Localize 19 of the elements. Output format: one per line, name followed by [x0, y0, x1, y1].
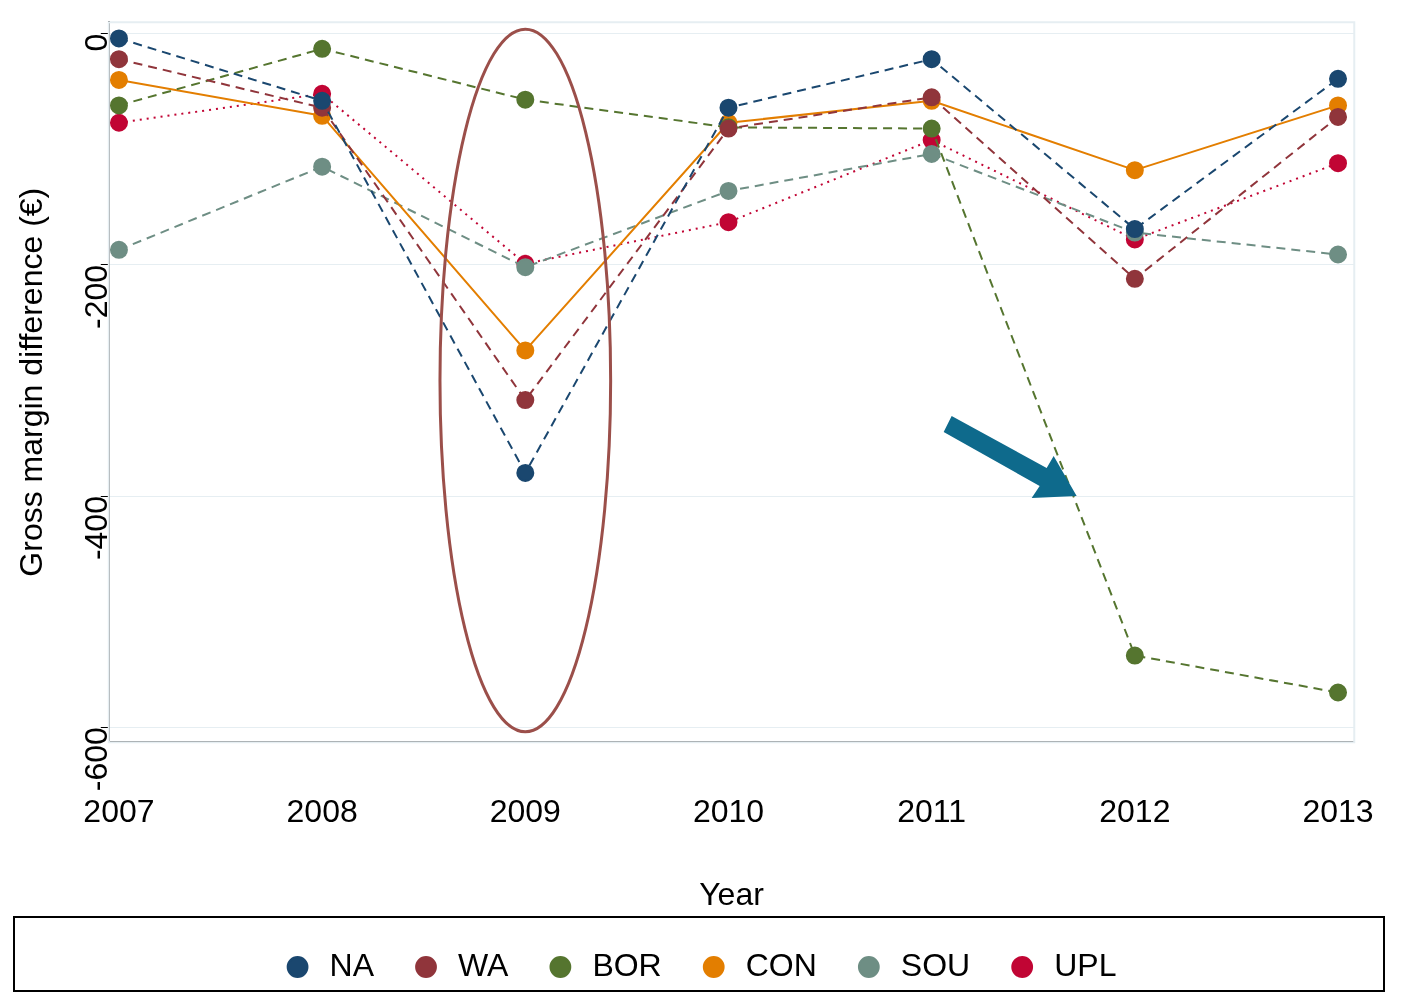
y-tick-label: -200 [77, 264, 114, 329]
x-tick-label: 2010 [692, 793, 765, 830]
y-tick-label: 0 [77, 33, 114, 52]
legend-label: CON [745, 946, 817, 983]
x-tick-label: 2013 [1302, 793, 1374, 830]
legend-label: SOU [900, 946, 971, 983]
legend-label: NA [329, 946, 375, 983]
y-tick-label: -600 [77, 727, 114, 792]
legend-label: UPL [1054, 946, 1117, 983]
legend-label: BOR [592, 946, 662, 983]
x-tick-label: 2007 [83, 793, 155, 830]
x-tick-label: 2008 [286, 793, 358, 830]
x-tick-label: 2011 [897, 793, 967, 830]
x-axis-title: Year [699, 875, 765, 912]
y-axis-title: Gross margin difference (€) [13, 187, 50, 577]
y-tick-label: -400 [77, 496, 114, 561]
legend-label: WA [458, 946, 510, 983]
x-tick-label: 2009 [489, 793, 561, 830]
x-tick-label: 2012 [1099, 793, 1171, 830]
